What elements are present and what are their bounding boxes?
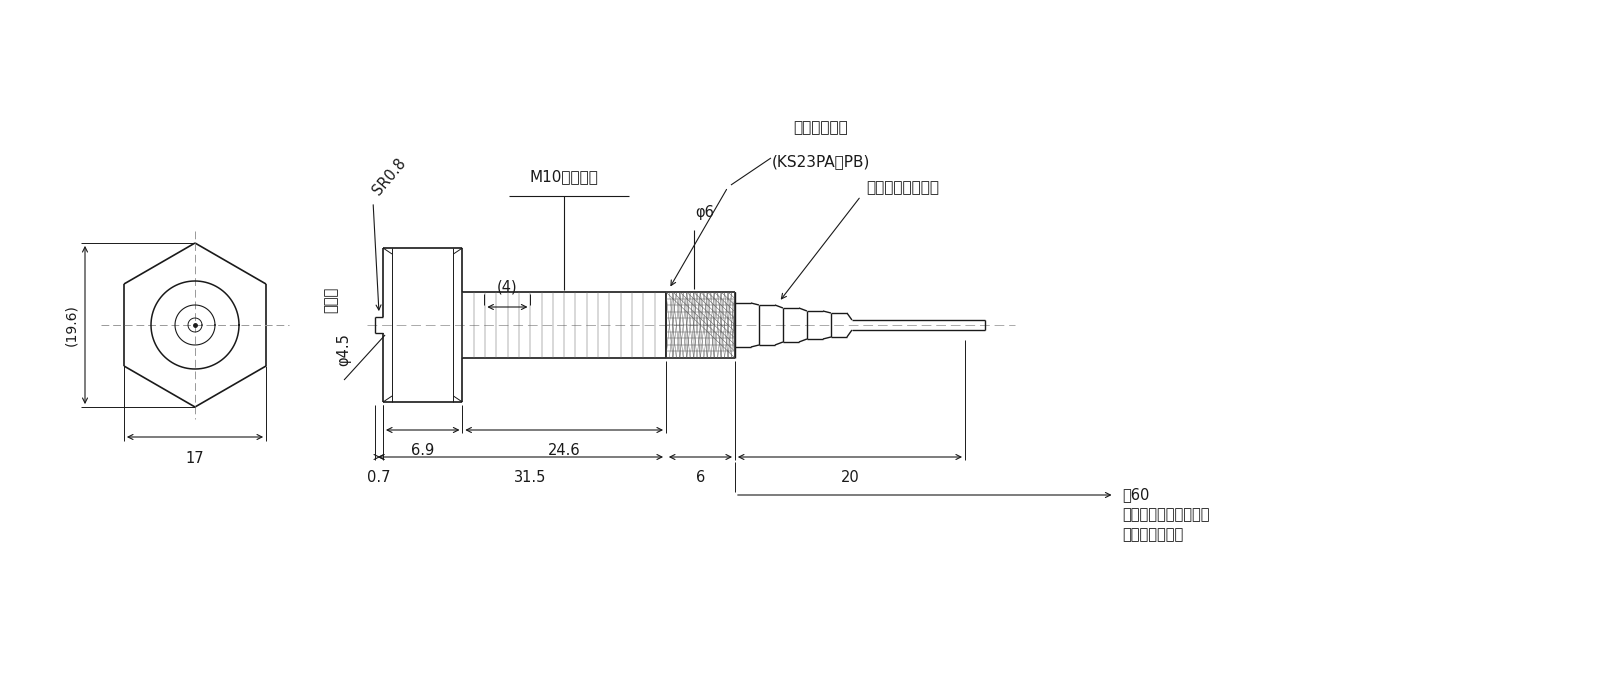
Text: φ6: φ6 <box>696 205 715 220</box>
Text: 0.7: 0.7 <box>368 470 390 485</box>
Text: 20: 20 <box>840 470 859 485</box>
Text: 6: 6 <box>696 470 706 485</box>
Text: 31.5: 31.5 <box>514 470 547 485</box>
Text: コードプロテクタ: コードプロテクタ <box>866 180 939 196</box>
Text: 24.6: 24.6 <box>547 443 581 458</box>
Text: (19.6): (19.6) <box>64 304 78 346</box>
Text: カートリッジ取外しに: カートリッジ取外しに <box>1123 507 1210 522</box>
Text: 要するスペース: 要するスペース <box>1123 528 1184 543</box>
Text: 平面部: 平面部 <box>323 287 339 313</box>
Text: φ4.5: φ4.5 <box>336 334 352 367</box>
Text: SR0.8: SR0.8 <box>370 156 410 198</box>
Text: 終60: 終60 <box>1123 488 1150 503</box>
Text: 6.9: 6.9 <box>411 443 434 458</box>
Text: カートリッジ: カートリッジ <box>794 120 848 135</box>
Text: (KS23PA／PB): (KS23PA／PB) <box>771 154 870 169</box>
Text: (4): (4) <box>498 279 518 294</box>
Text: M10（並目）: M10（並目） <box>530 169 598 184</box>
Text: 17: 17 <box>186 451 205 466</box>
